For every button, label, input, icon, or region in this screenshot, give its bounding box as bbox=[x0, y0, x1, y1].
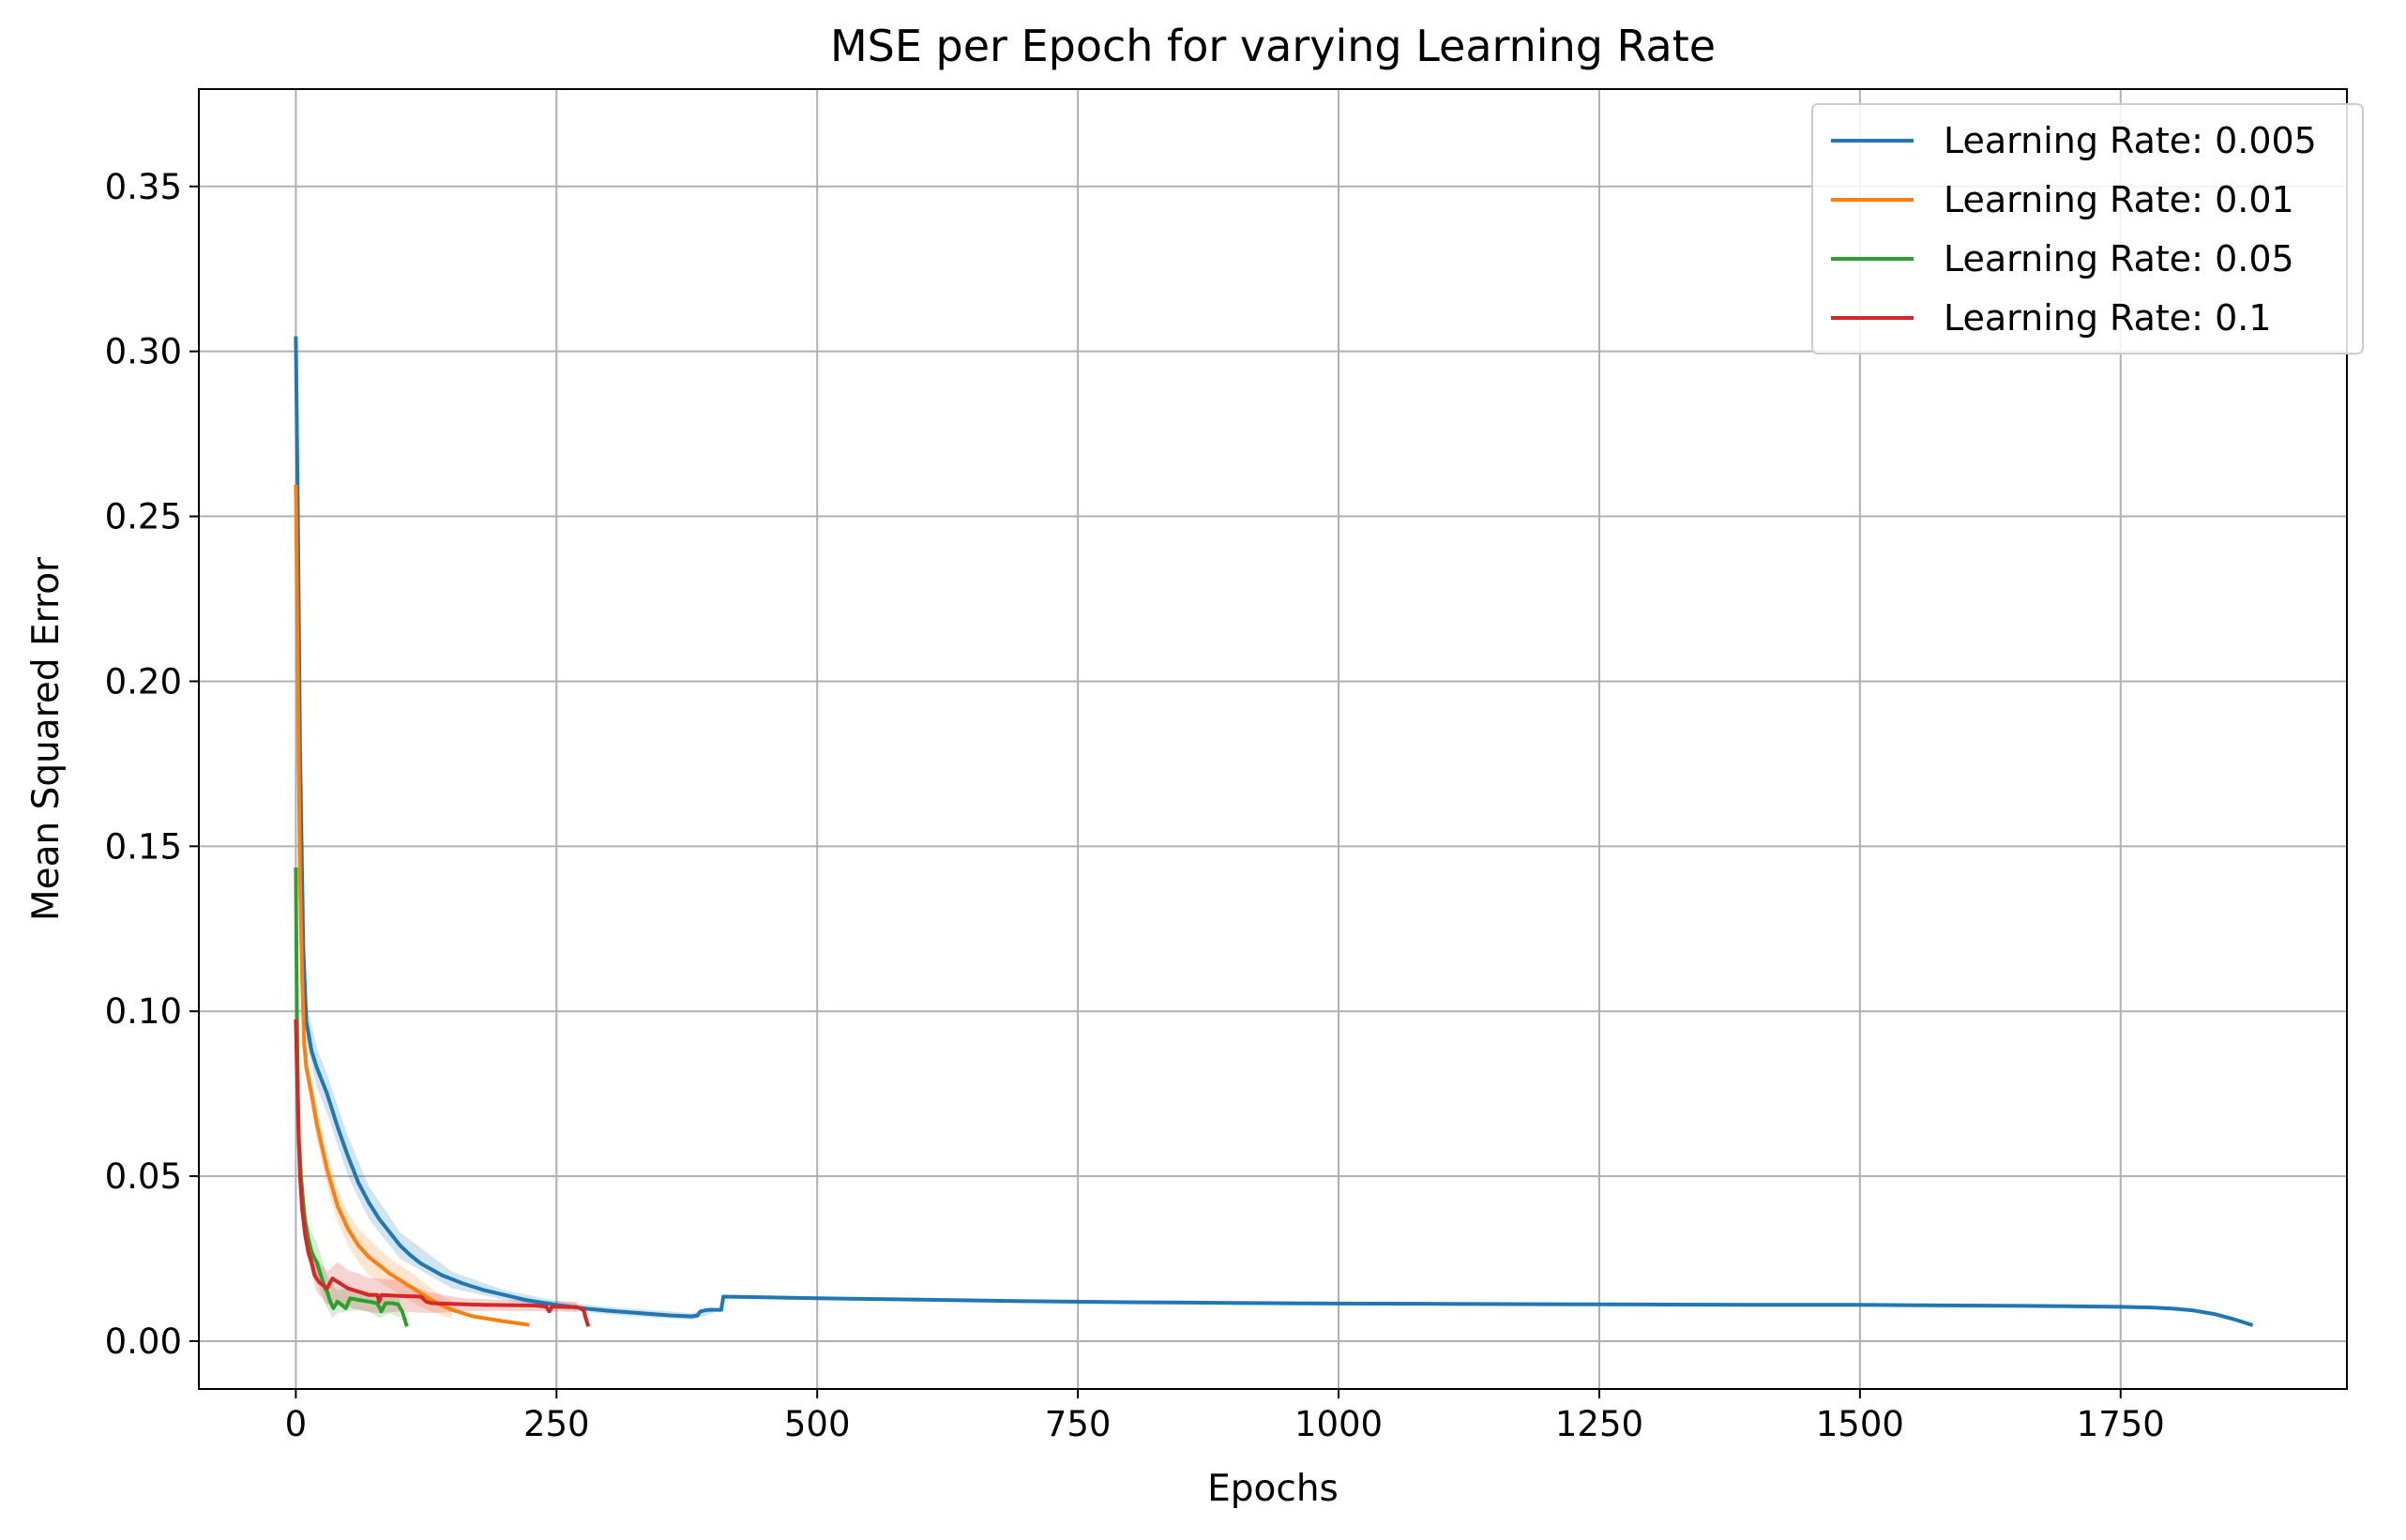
y-axis-ticks: 0.00 0.05 0.10 0.15 0.20 0.25 0.30 0.35 bbox=[105, 167, 199, 1362]
legend-label-0: Learning Rate: 0.005 bbox=[1944, 120, 2317, 161]
series-lines bbox=[294, 336, 2254, 1327]
legend-box bbox=[1811, 103, 2364, 355]
y-tick-label: 0.00 bbox=[105, 1321, 182, 1362]
x-tick-label: 1500 bbox=[1816, 1404, 1904, 1444]
y-tick-label: 0.30 bbox=[105, 332, 182, 372]
legend-label-3: Learning Rate: 0.1 bbox=[1944, 297, 2272, 339]
y-tick-label: 0.10 bbox=[105, 991, 182, 1032]
series-line-3 bbox=[294, 1019, 591, 1327]
series-band-3 bbox=[306, 1229, 578, 1314]
y-tick-label: 0.05 bbox=[105, 1156, 182, 1197]
x-axis-label: Epochs bbox=[1207, 1468, 1339, 1510]
y-tick-label: 0.35 bbox=[105, 167, 182, 207]
legend-label-1: Learning Rate: 0.01 bbox=[1944, 179, 2294, 220]
x-tick-label: 0 bbox=[285, 1404, 308, 1444]
x-tick-label: 750 bbox=[1045, 1404, 1112, 1444]
y-tick-label: 0.25 bbox=[105, 497, 182, 537]
x-tick-label: 1000 bbox=[1294, 1404, 1383, 1444]
series-line-0 bbox=[294, 336, 2254, 1327]
y-axis-label: Mean Squared Error bbox=[25, 556, 68, 921]
legend: Learning Rate: 0.005 Learning Rate: 0.01 L… bbox=[1811, 103, 2364, 355]
series-band-2 bbox=[300, 1159, 401, 1319]
legend-label-2: Learning Rate: 0.05 bbox=[1944, 238, 2294, 279]
x-tick-label: 250 bbox=[523, 1404, 590, 1444]
x-tick-label: 500 bbox=[784, 1404, 851, 1444]
x-tick-label: 1750 bbox=[2077, 1404, 2165, 1444]
chart-title: MSE per Epoch for varying Learning Rate bbox=[830, 21, 1716, 71]
plot-frame bbox=[198, 88, 2348, 1390]
x-axis-ticks: 0 250 500 750 1000 1250 1500 1750 bbox=[285, 1389, 2165, 1444]
y-tick-label: 0.20 bbox=[105, 661, 182, 702]
x-tick-label: 1250 bbox=[1555, 1404, 1643, 1444]
series-line-1 bbox=[294, 484, 530, 1327]
y-tick-label: 0.15 bbox=[105, 826, 182, 867]
